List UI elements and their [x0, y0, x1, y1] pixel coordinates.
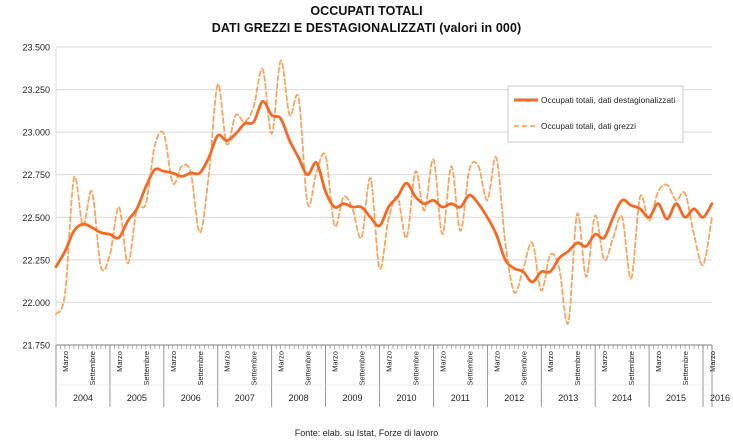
x-tick-label: Marzo: [600, 351, 609, 372]
x-tick-label: Settembre: [411, 351, 420, 386]
year-label: 2014: [612, 393, 632, 403]
x-tick-label: Marzo: [223, 351, 232, 372]
legend-box: [507, 85, 684, 143]
x-tick-label: Marzo: [277, 351, 286, 372]
x-tick-label: Marzo: [654, 351, 663, 372]
x-tick-label: Settembre: [627, 351, 636, 386]
year-label: 2004: [73, 393, 93, 403]
y-tick-label: 21.750: [22, 341, 50, 351]
x-tick-label: Settembre: [681, 351, 690, 386]
year-label: 2011: [451, 393, 470, 403]
y-tick-label: 23.000: [22, 128, 50, 138]
year-label: 2010: [396, 393, 416, 403]
x-tick-label: Settembre: [465, 351, 474, 386]
year-label: 2015: [666, 393, 686, 403]
x-tick-label: Settembre: [250, 351, 259, 386]
year-label: 2007: [235, 393, 255, 403]
year-label: 2005: [127, 393, 147, 403]
year-label: 2016: [710, 393, 730, 403]
x-tick-label: Settembre: [304, 351, 313, 386]
x-tick-label: Marzo: [708, 351, 717, 372]
y-tick-label: 22.750: [22, 170, 50, 180]
x-tick-label: Marzo: [331, 351, 340, 372]
x-tick-label: Settembre: [519, 351, 528, 386]
x-tick-label: Settembre: [196, 351, 205, 386]
y-tick-label: 23.250: [22, 85, 50, 95]
x-tick-label: Marzo: [546, 351, 555, 372]
source-note: Fonte: elab. su Istat, Forze di lavoro: [294, 428, 439, 438]
axes: 21.750 22.000 22.250 22.500 22.750 23.000 23.2…: [22, 43, 730, 407]
x-tick-label: Marzo: [115, 351, 124, 372]
legend: Occupati totali, dati destagionalizzati O…: [507, 85, 684, 143]
y-tick-label: 22.250: [22, 255, 50, 265]
x-tick-label: Settembre: [142, 351, 151, 386]
x-tick-label: Marzo: [61, 351, 70, 372]
series-line-raw: [55, 59, 713, 325]
x-tick-label: Settembre: [573, 351, 582, 386]
y-tick-label: 23.500: [22, 43, 50, 53]
y-tick-label: 22.000: [22, 298, 50, 308]
year-label: 2009: [343, 393, 363, 403]
year-label: 2012: [504, 393, 524, 403]
x-tick-label: Marzo: [438, 351, 447, 372]
year-label: 2006: [181, 393, 201, 403]
series-line-seasonal: [54, 100, 714, 284]
y-tick-label: 22.500: [22, 213, 50, 223]
chart-subtitle: DATI GREZZI E DESTAGIONALIZZATI (valori …: [211, 21, 522, 35]
x-tick-label: Marzo: [492, 351, 501, 372]
legend-label: Occupati totali, dati destagionalizzati: [541, 95, 675, 105]
x-tick-label: Marzo: [384, 351, 393, 372]
legend-label: Occupati totali, dati grezzi: [541, 121, 636, 131]
year-label: 2013: [558, 393, 578, 403]
series-lines: [54, 59, 714, 325]
x-tick-label: Marzo: [169, 351, 178, 372]
x-tick-label: Settembre: [358, 351, 367, 386]
year-label: 2008: [289, 393, 309, 403]
chart-title: OCCUPATI TOTALI: [310, 4, 423, 18]
x-tick-label: Settembre: [88, 351, 97, 386]
